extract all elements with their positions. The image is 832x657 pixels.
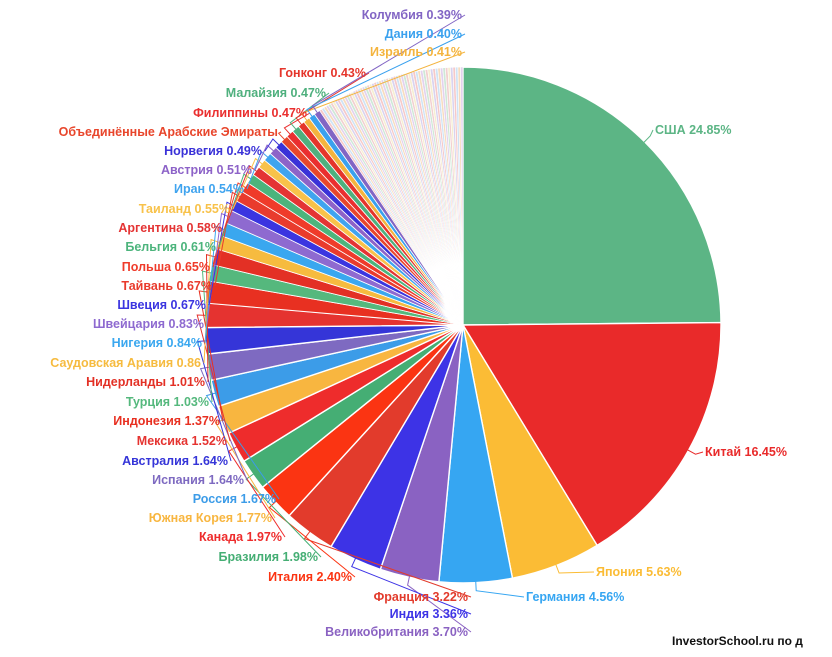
data-label-country-10: Канада 1.97% <box>199 530 282 544</box>
data-label-country-25: Бельгия 0.61% <box>125 240 216 254</box>
data-label-japan: Япония 5.63% <box>596 565 682 579</box>
data-label-country-17: Турция 1.03% <box>126 395 209 409</box>
leader-line-country-37 <box>311 14 466 115</box>
data-label-country-21: Швейцария 0.83% <box>93 317 204 331</box>
data-label-country-33: Малайзия 0.47% <box>226 86 326 100</box>
data-label-country-26: Аргентина 0.58% <box>118 221 222 235</box>
leader-line-country-16 <box>198 290 224 422</box>
data-label-country-7: Франция 3.22% <box>374 590 468 604</box>
leader-line-country-35 <box>300 51 466 122</box>
data-label-country-34: Гонконг 0.43% <box>279 66 366 80</box>
leader-line-country-6 <box>351 557 472 615</box>
leader-line-japan <box>555 563 595 574</box>
data-label-country-13: Испания 1.64% <box>152 473 244 487</box>
data-label-country-20: Нигерия 0.84% <box>112 336 202 350</box>
data-label-country-37: Колумбия 0.39% <box>362 8 462 22</box>
leader-line-country-32 <box>283 112 311 136</box>
data-label-country-31: Объединённые Арабские Эмираты <box>59 125 278 139</box>
data-label-country-27: Таиланд 0.55% <box>139 202 230 216</box>
data-label-country-12: Россия 1.67% <box>193 492 276 506</box>
leader-line-country-13 <box>199 366 248 481</box>
leader-line-country-28 <box>246 150 270 190</box>
data-label-country-9: Бразилия 1.98% <box>219 550 318 564</box>
data-label-country-6: Индия 3.36% <box>390 607 468 621</box>
leader-line-country-34 <box>295 72 370 127</box>
data-label-usa: США 24.85% <box>655 123 731 137</box>
pie-slice-other-60 <box>460 66 464 326</box>
leader-line-country-7 <box>303 530 472 598</box>
data-label-country-28: Иран 0.54% <box>174 182 244 196</box>
data-label-country-5: Великобритания 3.70% <box>325 625 468 639</box>
data-label-country-36: Дания 0.40% <box>385 27 462 41</box>
leader-line-country-12 <box>205 392 280 500</box>
data-label-country-32: Филиппины 0.47% <box>193 106 307 120</box>
leader-line-country-33 <box>289 92 330 131</box>
data-label-country-11: Южная Корея 1.77% <box>149 511 272 525</box>
data-label-country-22: Швеция 0.67% <box>117 298 206 312</box>
pie-slice-usa <box>462 66 722 326</box>
data-label-country-18: Нидерланды 1.01% <box>86 375 205 389</box>
data-label-germany: Германия 4.56% <box>526 590 624 604</box>
data-label-country-23: Тайвань 0.67% <box>121 279 212 293</box>
leader-line-china <box>686 448 704 455</box>
leader-line-country-8 <box>268 500 356 578</box>
data-label-country-16: Индонезия 1.37% <box>113 414 220 428</box>
leader-line-country-10 <box>228 445 286 538</box>
leader-line-country-31 <box>277 131 286 141</box>
leader-line-usa <box>642 129 654 144</box>
leader-line-country-27 <box>232 157 264 210</box>
data-label-country-24: Польша 0.65% <box>122 260 210 274</box>
leader-line-germany <box>475 580 525 598</box>
data-label-country-14: Австралия 1.64% <box>122 454 228 468</box>
source-credit: InvestorSchool.ru по д <box>672 634 803 648</box>
leader-line-country-30 <box>264 138 281 152</box>
leader-line-country-29 <box>254 144 275 171</box>
data-label-country-19: Саудовская Аравия 0.86 <box>50 356 201 370</box>
data-label-country-15: Мексика 1.52% <box>137 434 227 448</box>
data-label-country-29: Австрия 0.51% <box>161 163 252 177</box>
data-label-country-8: Италия 2.40% <box>268 570 352 584</box>
leader-line-country-5 <box>407 575 472 633</box>
leader-line-country-36 <box>306 33 466 118</box>
data-label-country-35: Израиль 0.41% <box>370 45 462 59</box>
data-label-china: Китай 16.45% <box>705 445 787 459</box>
data-label-country-30: Норвегия 0.49% <box>164 144 262 158</box>
